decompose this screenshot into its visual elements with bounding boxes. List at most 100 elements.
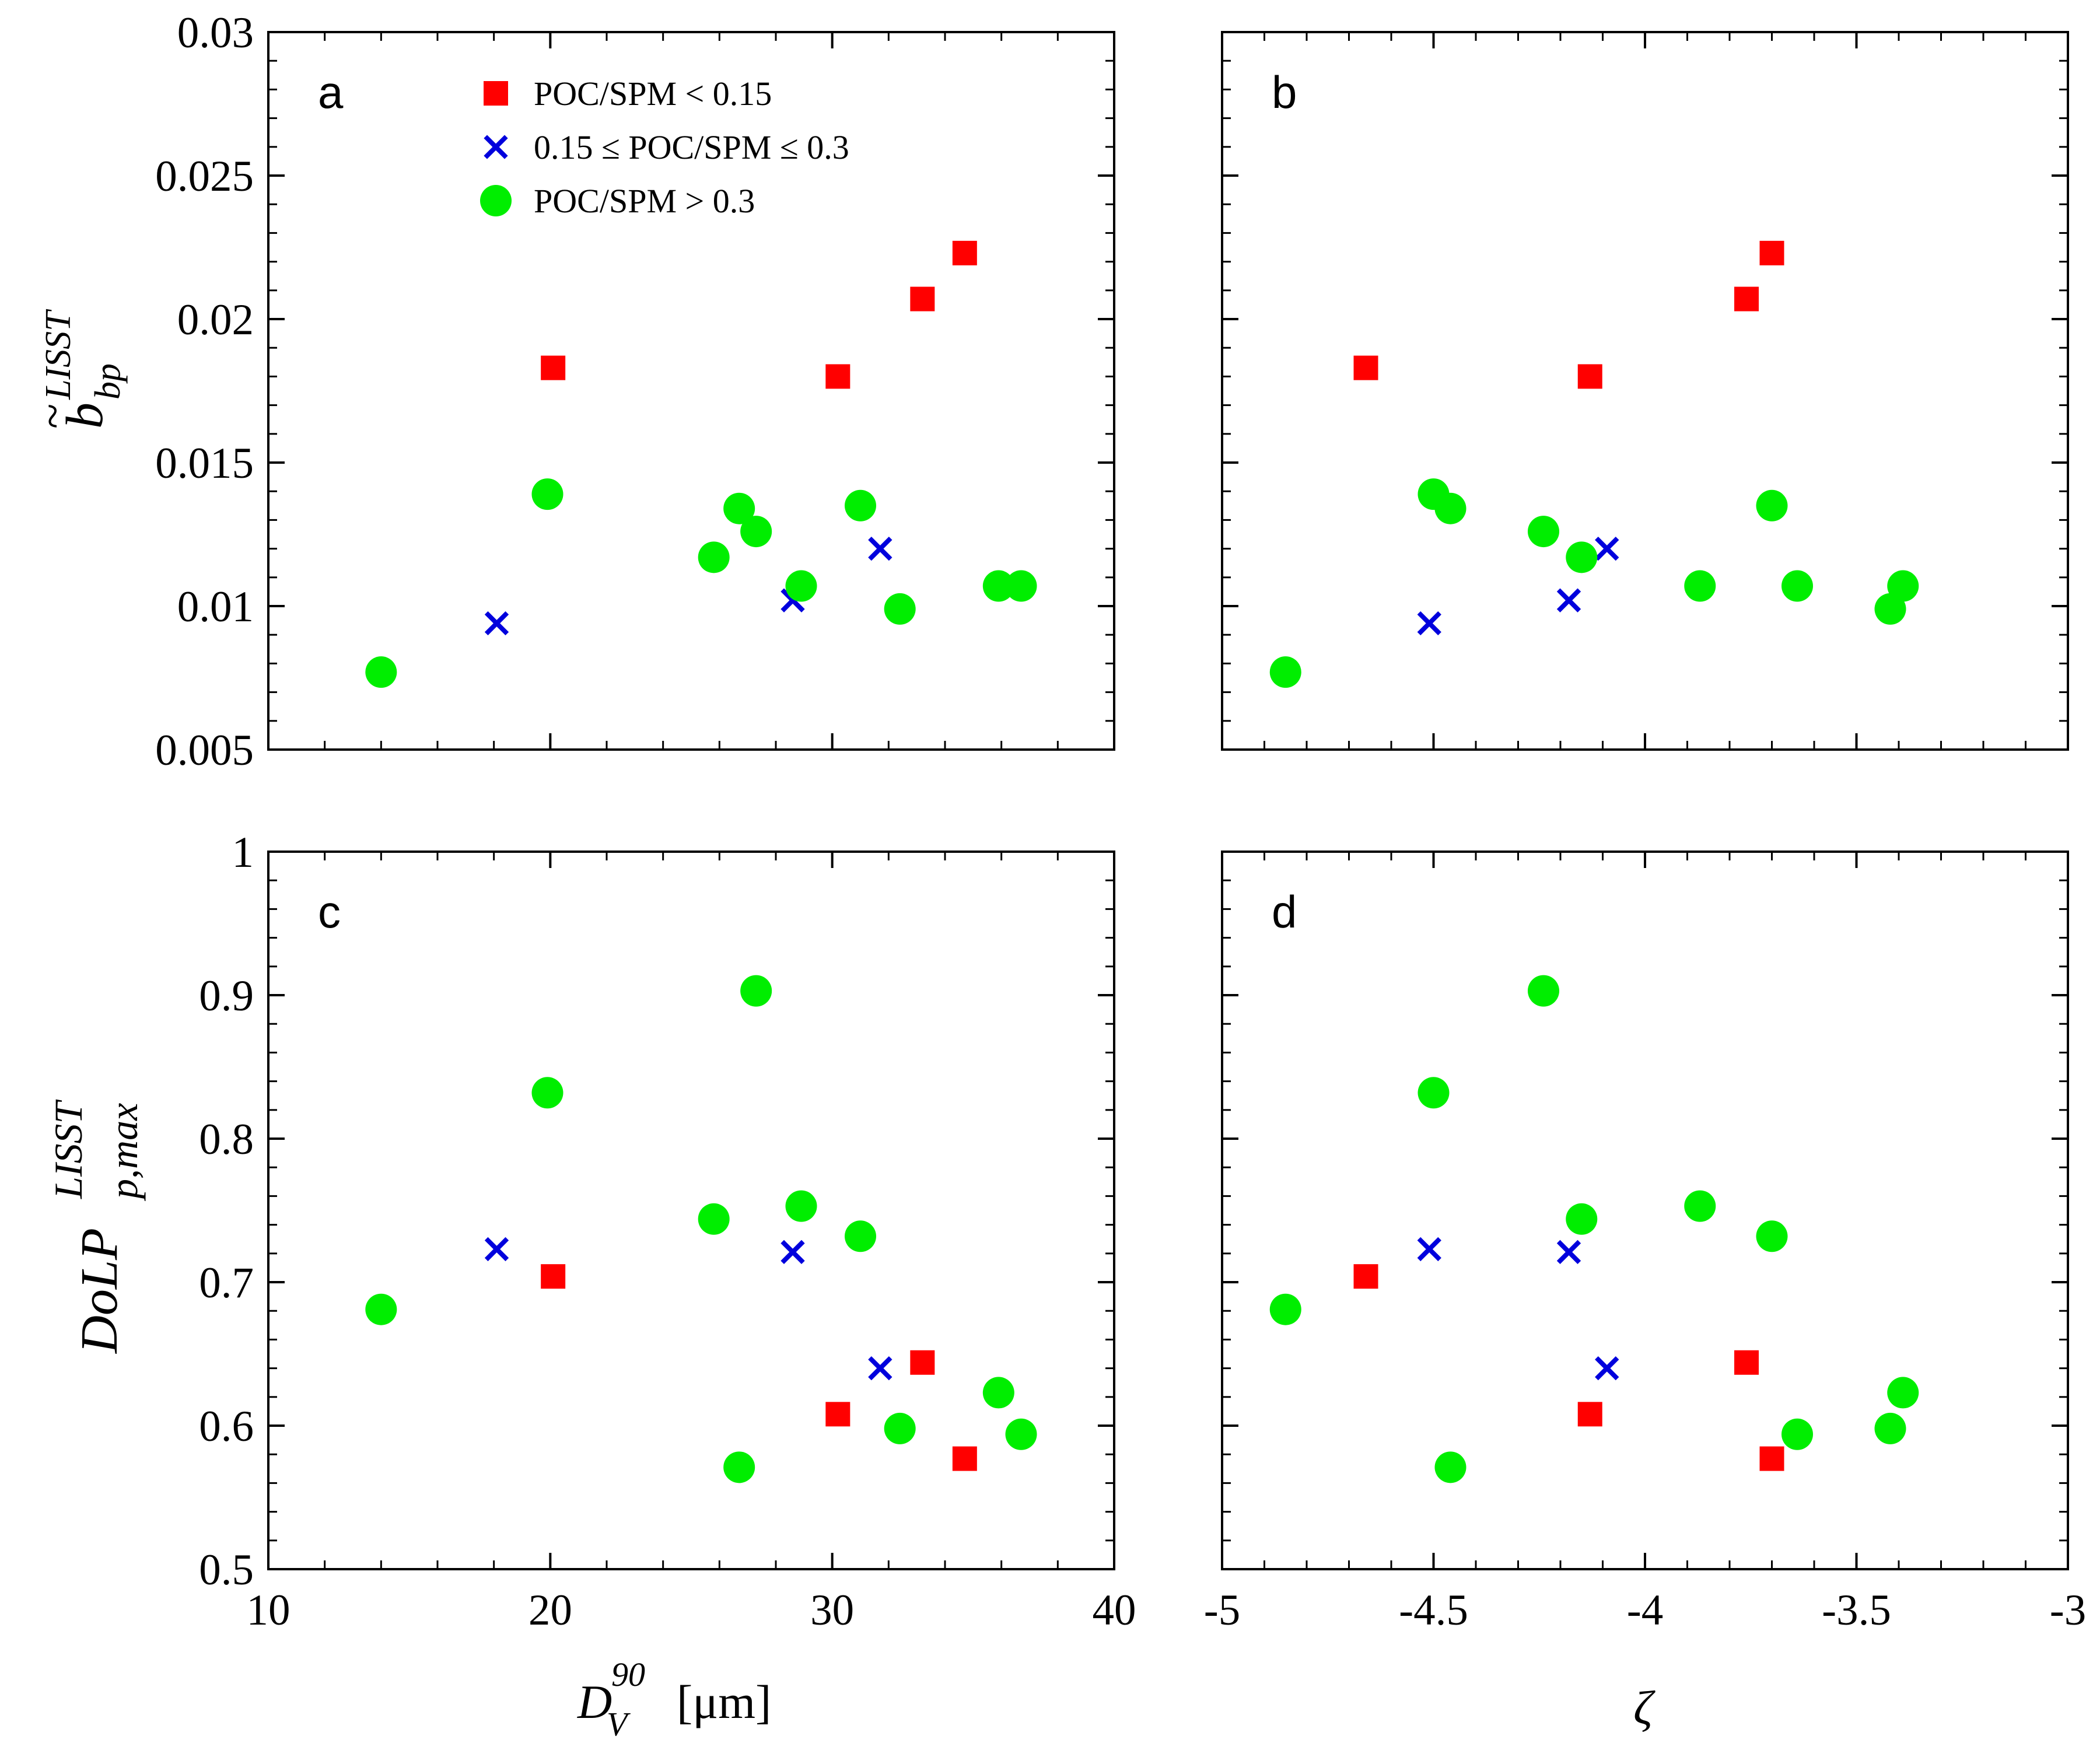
data-point-mid-stroke-2 [1417, 611, 1441, 636]
data-point-mid-stroke-2 [484, 611, 509, 636]
data-point-high [1756, 489, 1788, 522]
panel-letter: a [318, 66, 344, 118]
x-label-left-sub: V [607, 1705, 631, 1743]
data-point-mid-stroke-2 [1595, 536, 1619, 561]
x-tick-label: -4 [1627, 1586, 1663, 1634]
series-mid [484, 536, 892, 636]
data-point-low [541, 355, 566, 380]
data-point-high [1684, 570, 1716, 602]
y-axis-label-top: b ~ bp LISST [27, 309, 128, 429]
data-point-high [1782, 1418, 1813, 1450]
y-tick-label: 0.8 [199, 1115, 254, 1164]
data-point-low [1759, 240, 1784, 265]
data-point-high [1434, 1451, 1466, 1483]
data-point-high [1005, 1418, 1037, 1450]
data-point-high [1887, 570, 1919, 602]
data-point-low [1734, 286, 1759, 312]
data-point-high [1434, 492, 1466, 524]
x-tick-label: -4.5 [1399, 1586, 1468, 1634]
data-point-high [982, 1377, 1014, 1409]
data-point-high [723, 492, 755, 524]
data-point-mid-stroke-2 [868, 536, 892, 561]
x-label-left-unit: [μm] [677, 1675, 771, 1728]
data-point-mid-stroke-2 [780, 1240, 805, 1264]
data-point-low [825, 1402, 850, 1427]
data-point-high [740, 516, 772, 548]
panel-letter: d [1272, 886, 1297, 937]
data-point-high [1874, 1412, 1906, 1444]
legend-label-mid: 0.15 ≤ POC/SPM ≤ 0.3 [534, 128, 849, 166]
x-tick-label: -3.5 [1822, 1586, 1891, 1634]
legend-label-low: POC/SPM < 0.15 [534, 75, 772, 113]
y-label-bottom-sub: p,max [102, 1103, 146, 1201]
x-tick-label: 10 [247, 1586, 290, 1634]
panel-b-frame [1221, 31, 2069, 751]
data-point-high [1782, 570, 1813, 602]
y-label-top-sub: bp [88, 363, 128, 400]
legend-marker-mid-stroke-2 [484, 135, 508, 159]
x-label-left-base: D [577, 1675, 612, 1728]
data-point-low [910, 286, 935, 312]
panels-group: 0.005 0.01 0.015 0.02 0.025 0.03 a POC/SPM < 0.… [155, 9, 2086, 1634]
data-point-low [1759, 1446, 1784, 1471]
data-point-high [884, 593, 916, 625]
data-point-high [698, 1203, 730, 1235]
y-label-bottom-sup: LISST [46, 1100, 90, 1199]
y-tick-label: 0.03 [177, 9, 254, 57]
data-point-high [1528, 516, 1559, 548]
x-tick-label: -5 [1204, 1586, 1240, 1634]
data-point-high [1528, 975, 1559, 1007]
y-tick-label: 0.7 [199, 1259, 254, 1307]
y-tick-label: 0.01 [177, 583, 254, 631]
data-point-high [1684, 1190, 1716, 1222]
data-point-mid [1556, 1240, 1581, 1264]
series-low [541, 1264, 977, 1471]
data-point-low [952, 1446, 977, 1471]
data-point-mid [1417, 611, 1441, 636]
series-low [541, 240, 977, 389]
data-point-low [1577, 364, 1602, 389]
panel-a: 0.005 0.01 0.015 0.02 0.025 0.03 a POC/SPM < 0.… [155, 9, 1115, 775]
data-point-low [1577, 1402, 1602, 1427]
data-point-high [845, 489, 876, 522]
panel-letter: b [1272, 66, 1297, 118]
legend-marker-high [480, 185, 512, 216]
y-tick-label: 0.02 [177, 296, 254, 344]
data-point-high [1005, 570, 1037, 602]
data-point-high [845, 1220, 876, 1252]
data-point-mid [1417, 1237, 1441, 1262]
data-point-low [1353, 1264, 1378, 1289]
series-low [1353, 240, 1784, 389]
x-label-left-sup: 90 [611, 1656, 645, 1693]
y-label-bottom-base: DoLP [71, 1228, 128, 1354]
y-tick-label: 0.6 [199, 1402, 254, 1451]
data-point-mid-stroke-2 [1417, 1237, 1441, 1262]
series-low [1353, 1264, 1784, 1471]
data-point-high [365, 1293, 397, 1325]
data-point-mid [484, 611, 509, 636]
data-point-mid-stroke-2 [868, 1356, 892, 1381]
data-point-high [1887, 1377, 1919, 1409]
legend-label-high: POC/SPM > 0.3 [534, 182, 755, 220]
data-point-high [698, 541, 730, 573]
data-point-high [1269, 1293, 1301, 1325]
data-point-high [531, 1077, 564, 1109]
data-point-low [825, 364, 850, 389]
series-high [1269, 478, 1919, 688]
series-high [365, 478, 1037, 688]
data-point-low [1353, 355, 1378, 380]
legend-marker-low [484, 81, 508, 106]
y-tick-label: 0.015 [155, 439, 254, 488]
panel-c-frame [267, 850, 1115, 1570]
data-point-low [952, 240, 977, 265]
data-point-mid [484, 1237, 509, 1262]
series-mid [484, 1237, 892, 1381]
y-tick-label: 0.5 [199, 1546, 254, 1594]
panel-letter: c [318, 886, 341, 937]
series-mid [1417, 1237, 1619, 1381]
x-tick-label: -3 [2050, 1586, 2086, 1634]
data-point-mid-stroke-2 [1595, 1356, 1619, 1381]
x-axis-label-right: ζ [1633, 1681, 1656, 1734]
data-point-high [365, 656, 397, 688]
